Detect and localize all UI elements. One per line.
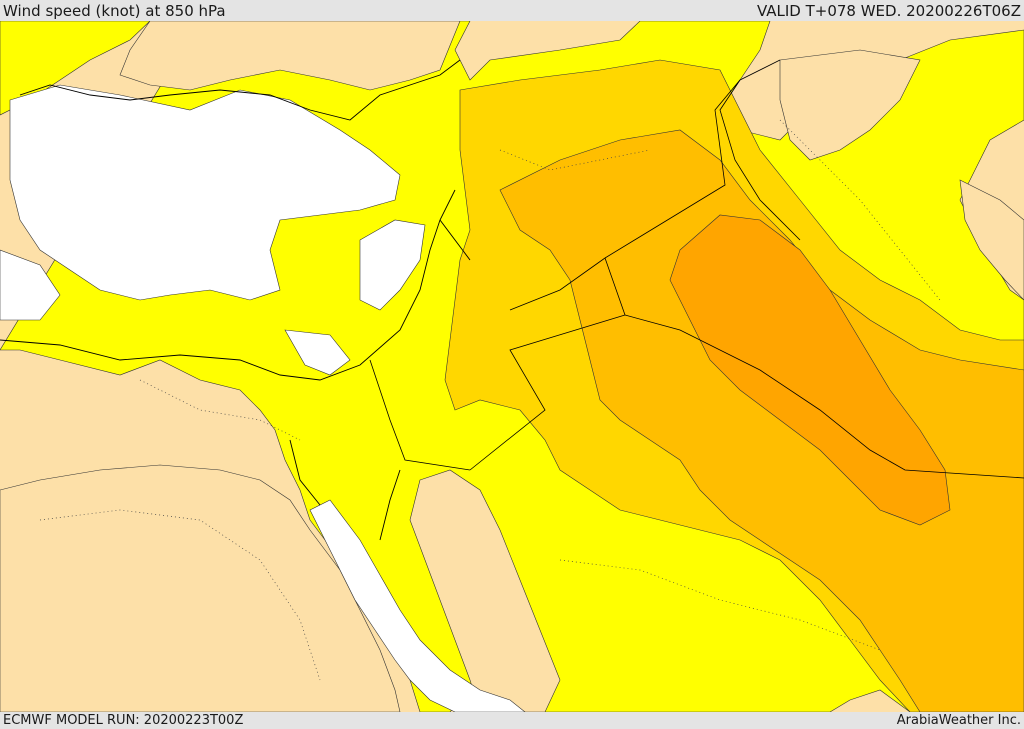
country-borders — [369, 59, 1024, 479]
province-boundaries — [39, 119, 941, 681]
coastlines — [0, 59, 471, 541]
wind-speed-map — [0, 21, 1024, 712]
wind-band-3 — [499, 129, 1024, 712]
map-header: Wind speed (knot) at 850 hPa VALID T+078… — [0, 0, 1024, 21]
calm-white-red-sea — [309, 499, 526, 712]
map-footer: ECMWF MODEL RUN: 20200223T00Z ArabiaWeat… — [0, 712, 1024, 729]
credit-label: ArabiaWeather Inc. — [896, 713, 1021, 728]
calm-white-mediterranean — [0, 219, 426, 376]
calm-land-north — [119, 21, 461, 91]
model-run-label: ECMWF MODEL RUN: 20200223T00Z — [3, 713, 244, 728]
calm-land-arabia-west — [409, 469, 561, 712]
calm-white-anatolia — [9, 84, 401, 301]
valid-time-label: VALID T+078 WED. 20200226T06Z — [756, 1, 1021, 20]
calm-land-northeast — [779, 49, 1024, 301]
wind-band-4 — [669, 214, 951, 526]
map-title: Wind speed (knot) at 850 hPa — [3, 1, 226, 20]
calm-land-southwest — [0, 464, 401, 712]
